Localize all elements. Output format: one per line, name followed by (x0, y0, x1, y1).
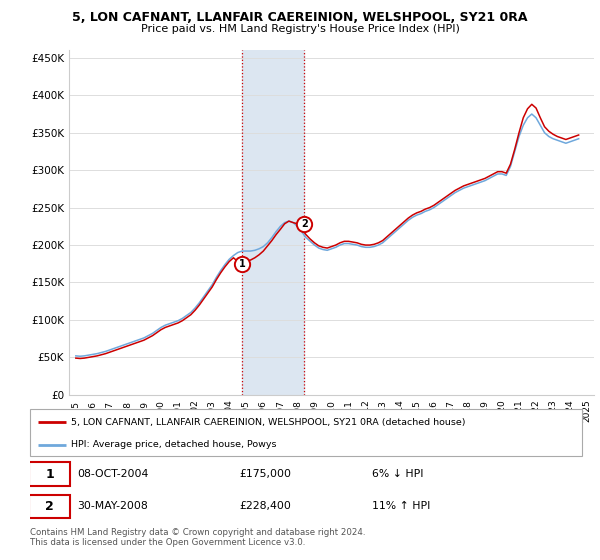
Text: 11% ↑ HPI: 11% ↑ HPI (372, 501, 431, 511)
Text: 5, LON CAFNANT, LLANFAIR CAEREINION, WELSHPOOL, SY21 0RA (detached house): 5, LON CAFNANT, LLANFAIR CAEREINION, WEL… (71, 418, 466, 427)
Text: £228,400: £228,400 (240, 501, 292, 511)
Text: 6% ↓ HPI: 6% ↓ HPI (372, 469, 424, 479)
Text: £175,000: £175,000 (240, 469, 292, 479)
FancyBboxPatch shape (29, 494, 70, 518)
FancyBboxPatch shape (30, 409, 582, 456)
Text: 2: 2 (45, 500, 54, 513)
Text: 2: 2 (301, 219, 308, 229)
Text: Contains HM Land Registry data © Crown copyright and database right 2024.
This d: Contains HM Land Registry data © Crown c… (30, 528, 365, 547)
Text: 30-MAY-2008: 30-MAY-2008 (77, 501, 148, 511)
Text: HPI: Average price, detached house, Powys: HPI: Average price, detached house, Powy… (71, 440, 277, 449)
FancyBboxPatch shape (29, 463, 70, 486)
Text: 5, LON CAFNANT, LLANFAIR CAEREINION, WELSHPOOL, SY21 0RA: 5, LON CAFNANT, LLANFAIR CAEREINION, WEL… (72, 11, 528, 24)
Text: 1: 1 (239, 259, 246, 269)
Text: 1: 1 (45, 468, 54, 480)
Text: Price paid vs. HM Land Registry's House Price Index (HPI): Price paid vs. HM Land Registry's House … (140, 24, 460, 34)
Text: 08-OCT-2004: 08-OCT-2004 (77, 469, 148, 479)
Bar (242, 50, 304, 395)
